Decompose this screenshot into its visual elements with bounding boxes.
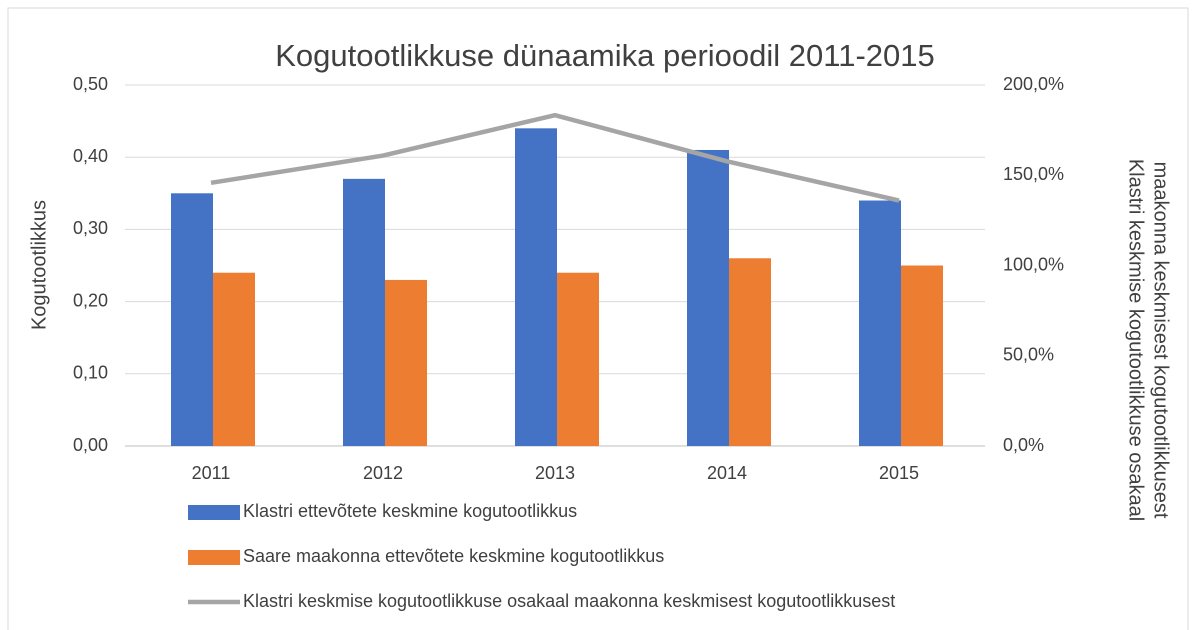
bar <box>901 265 943 446</box>
bar <box>171 193 213 446</box>
bar <box>729 258 771 446</box>
bar <box>557 272 599 446</box>
y2-tick-label: 100,0% <box>1003 254 1064 274</box>
legend-label: Klastri ettevõtete keskmine kogutootlikk… <box>243 501 577 521</box>
y2-tick-label: 50,0% <box>1003 345 1054 365</box>
y-tick-label: 0,00 <box>73 435 108 455</box>
legend-label: Klastri keskmise kogutootlikkuse osakaal… <box>243 591 895 611</box>
x-tick-label: 2012 <box>363 463 403 483</box>
y-tick-label: 0,10 <box>73 363 108 383</box>
y2-axis-title: maakonna keskmisest kogutootlikkusest <box>1150 162 1172 519</box>
x-tick-label: 2015 <box>879 463 919 483</box>
bar <box>859 200 901 446</box>
bar <box>687 149 729 447</box>
y-tick-label: 0,30 <box>73 218 108 238</box>
legend-swatch <box>188 550 240 565</box>
y-axis-title: Kogutootlikkus <box>28 200 50 330</box>
legend-label: Saare maakonna ettevõtete keskmine kogut… <box>243 546 664 566</box>
y-tick-label: 0,50 <box>73 74 108 94</box>
y-tick-label: 0,20 <box>73 290 108 310</box>
x-tick-label: 2011 <box>192 463 231 483</box>
y-tick-label: 0,40 <box>73 146 108 166</box>
chart-frame <box>7 7 1189 630</box>
x-tick-label: 2014 <box>707 463 747 483</box>
bar <box>385 279 427 446</box>
y2-tick-label: 200,0% <box>1003 74 1064 94</box>
x-tick-label: 2013 <box>535 463 575 483</box>
bar <box>343 178 385 447</box>
chart-title: Kogutootlikkuse dünaamika perioodil 2011… <box>275 38 935 73</box>
bar <box>515 128 557 446</box>
bar <box>213 272 255 446</box>
y2-tick-label: 0,0% <box>1003 435 1044 455</box>
line <box>210 112 900 203</box>
legend-swatch <box>188 505 240 520</box>
y2-tick-label: 150,0% <box>1003 164 1064 184</box>
y2-axis-title: Klastri keskmise kogutootlikkuse osakaal <box>1125 159 1147 521</box>
